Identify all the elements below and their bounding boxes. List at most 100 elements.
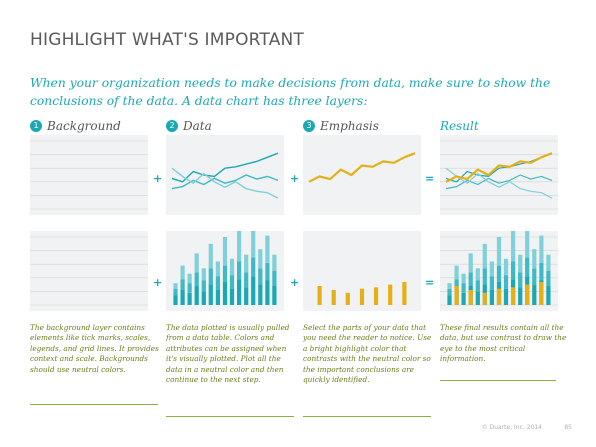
bar-segment xyxy=(496,265,502,282)
column-title: Result xyxy=(440,119,479,133)
result-bar-panel xyxy=(440,231,558,311)
bar-segment xyxy=(532,249,537,269)
bar-segment xyxy=(237,231,242,262)
column-header: 3 Emphasis xyxy=(303,119,421,133)
bar-segment xyxy=(194,272,199,286)
bar-segment xyxy=(229,288,235,305)
highlight-bar xyxy=(374,287,379,305)
bar-segment xyxy=(539,262,544,281)
bar-segment xyxy=(201,291,206,305)
bar-segment xyxy=(503,258,509,276)
bar-segment xyxy=(482,268,487,285)
highlight-bar xyxy=(388,284,393,305)
highlight-bar xyxy=(468,290,473,305)
bar-segment xyxy=(447,295,452,305)
column-description: The background layer contains elements l… xyxy=(30,323,159,374)
bar-segment xyxy=(222,281,228,305)
bar-segment xyxy=(258,268,263,285)
highlight-line xyxy=(445,152,553,183)
bar-segment xyxy=(244,287,249,305)
bar-segment xyxy=(525,257,530,277)
bar-segment xyxy=(194,286,199,305)
bar-segment xyxy=(461,273,466,284)
column-emphasis: 3 Emphasis Select the parts of your data… xyxy=(303,119,431,417)
highlight-line xyxy=(308,152,416,183)
bar-segment xyxy=(187,273,192,284)
bar-segment xyxy=(201,268,206,281)
bar-segment xyxy=(447,288,452,296)
plus-operator: + xyxy=(153,276,163,289)
page-title: HIGHLIGHT WHAT'S IMPORTANT xyxy=(30,30,305,50)
bar-segment xyxy=(511,231,516,262)
bar-segment xyxy=(187,292,192,305)
bar-segment xyxy=(173,283,178,289)
bar-segment xyxy=(215,276,220,290)
bar-segment xyxy=(546,254,551,271)
bar-segment xyxy=(180,279,185,291)
data-series-line xyxy=(171,167,279,199)
copyright-footer: © Duarte, Inc. 2014 xyxy=(481,424,542,431)
highlight-bar xyxy=(331,290,336,305)
bar-segment xyxy=(503,288,509,305)
equals-operator: = xyxy=(425,276,435,289)
bar-segment xyxy=(251,231,256,258)
bar-segment xyxy=(173,288,178,296)
bar-segment xyxy=(272,286,277,305)
bar-segment xyxy=(251,257,256,277)
highlight-bar xyxy=(482,292,487,305)
plus-operator: + xyxy=(290,172,300,185)
bar-segment xyxy=(461,292,466,305)
column-description: These final results contain all the data… xyxy=(440,323,567,364)
bar-segment xyxy=(272,271,277,286)
column-header: 1 Background xyxy=(30,119,148,133)
bar-segment xyxy=(222,265,228,282)
bar-segment xyxy=(265,280,270,305)
data-series-line xyxy=(445,174,553,190)
bar-segment xyxy=(489,290,494,305)
data-line-panel xyxy=(166,135,284,215)
highlight-bar xyxy=(359,288,365,305)
bar-segment xyxy=(244,254,249,273)
divider-rule xyxy=(30,404,158,405)
highlight-bar xyxy=(317,286,322,305)
bar-segment xyxy=(194,253,199,273)
column-title: Data xyxy=(183,119,212,133)
column-background: 1 Background The background layer contai… xyxy=(30,119,159,405)
data-bar-panel xyxy=(166,231,284,311)
bar-segment xyxy=(215,261,220,277)
step-number-badge: 2 xyxy=(166,120,178,132)
bar-segment xyxy=(489,276,494,290)
bar-segment xyxy=(525,231,530,258)
column-title: Emphasis xyxy=(320,119,379,133)
bar-segment xyxy=(173,295,178,305)
bar-segment xyxy=(482,243,487,269)
bar-segment xyxy=(272,254,277,271)
emphasis-bar-panel xyxy=(303,231,421,311)
data-series-line xyxy=(171,174,279,190)
background-bar-panel xyxy=(30,231,148,311)
bar-segment xyxy=(447,283,452,289)
bar-segment xyxy=(265,235,270,263)
bar-segment xyxy=(489,261,494,277)
bar-segment xyxy=(201,280,206,292)
intro-text: When your organization needs to make dec… xyxy=(30,76,551,108)
bar-segment xyxy=(539,235,544,263)
equals-operator: = xyxy=(425,172,435,185)
bar-segment xyxy=(215,290,220,305)
bar-segment xyxy=(496,237,502,266)
column-result: Result These final results contain all t… xyxy=(440,119,566,381)
bar-segment xyxy=(511,261,516,280)
divider-rule xyxy=(303,416,431,417)
bar-segment xyxy=(237,261,242,280)
bar-segment xyxy=(187,283,192,293)
column-title: Background xyxy=(47,119,121,133)
divider-rule xyxy=(440,380,556,381)
bar-segment xyxy=(454,279,459,291)
bar-segment xyxy=(180,265,185,280)
bar-segment xyxy=(208,243,213,269)
page-number: 85 xyxy=(564,424,572,431)
bar-segment xyxy=(532,268,537,285)
bar-segment xyxy=(258,284,263,305)
highlight-bar xyxy=(539,281,544,305)
bar-segment xyxy=(518,287,523,305)
